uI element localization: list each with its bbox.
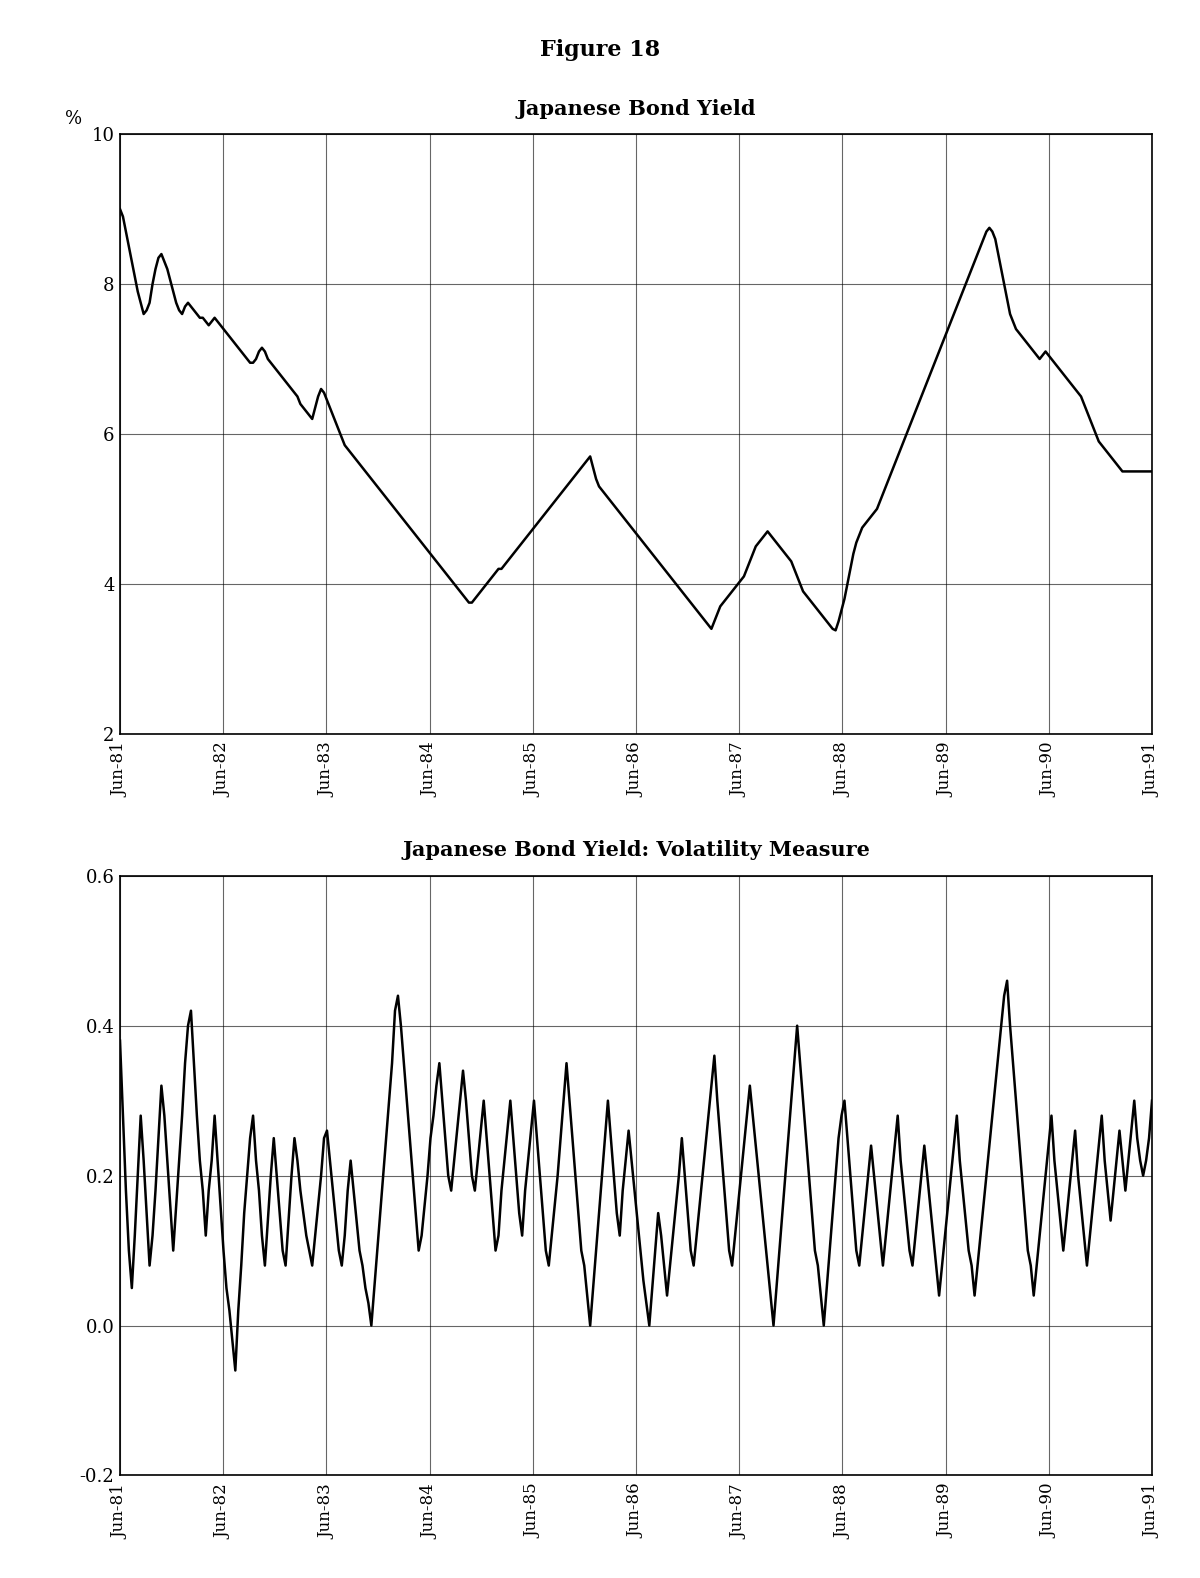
Title: Japanese Bond Yield: Volatility Measure: Japanese Bond Yield: Volatility Measure: [402, 841, 870, 860]
Title: Japanese Bond Yield: Japanese Bond Yield: [516, 99, 756, 118]
Text: %: %: [65, 110, 82, 128]
Text: Figure 18: Figure 18: [540, 39, 660, 62]
